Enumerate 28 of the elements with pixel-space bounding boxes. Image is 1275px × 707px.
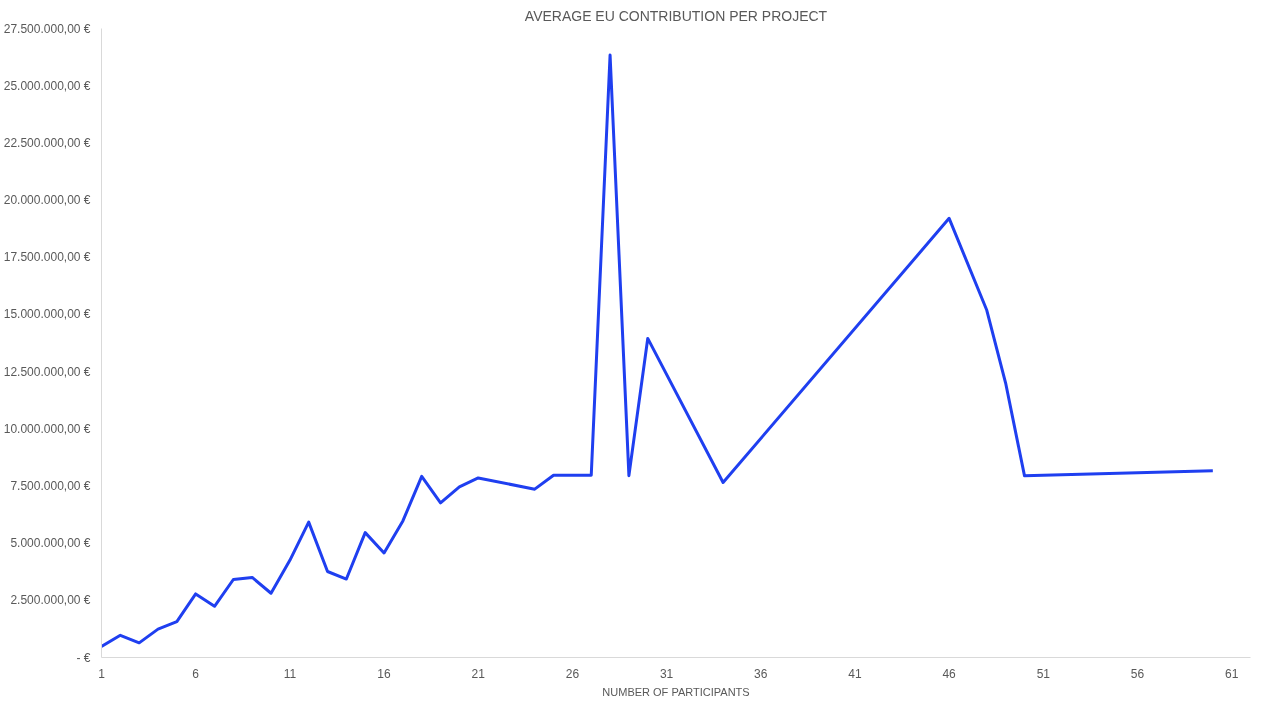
y-tick-label: 10.000.000,00 €: [3, 421, 91, 436]
y-tick-label: 20.000.000,00 €: [3, 193, 91, 208]
x-tick-label: 21: [471, 666, 486, 681]
x-tick-label: 31: [659, 666, 674, 681]
x-axis-title: NUMBER OF PARTICIPANTS: [602, 685, 750, 698]
x-tick-label: 1: [98, 666, 106, 681]
x-tick-label: 56: [1130, 666, 1145, 681]
y-tick-label: 15.000.000,00 €: [3, 307, 91, 322]
x-tick-label: 36: [754, 666, 768, 681]
y-tick-label: 12.500.000,00 €: [3, 364, 91, 379]
y-tick-label: 22.500.000,00 €: [3, 135, 91, 150]
y-tick-label: 2.500.000,00 €: [10, 593, 91, 608]
chart-title: AVERAGE EU CONTRIBUTION PER PROJECT: [524, 7, 828, 24]
x-tick-label: 11: [283, 666, 297, 681]
x-tick-label: 46: [942, 666, 957, 681]
y-tick-label: 7.500.000,00 €: [10, 478, 91, 493]
x-tick-label: 6: [192, 666, 200, 681]
y-tick-label: 27.500.000,00 €: [3, 21, 91, 36]
y-tick-label: - €: [76, 650, 91, 665]
x-tick-label: 26: [565, 666, 580, 681]
x-tick-label: 16: [377, 666, 392, 681]
x-tick-label: 51: [1036, 666, 1051, 681]
line-series: [101, 53, 1215, 649]
x-tick-label: 61: [1224, 666, 1239, 681]
y-tick-label: 5.000.000,00 €: [10, 536, 91, 551]
x-tick-label: 41: [848, 666, 862, 681]
y-tick-label: 17.500.000,00 €: [3, 250, 91, 265]
y-tick-label: 25.000.000,00 €: [3, 78, 91, 93]
